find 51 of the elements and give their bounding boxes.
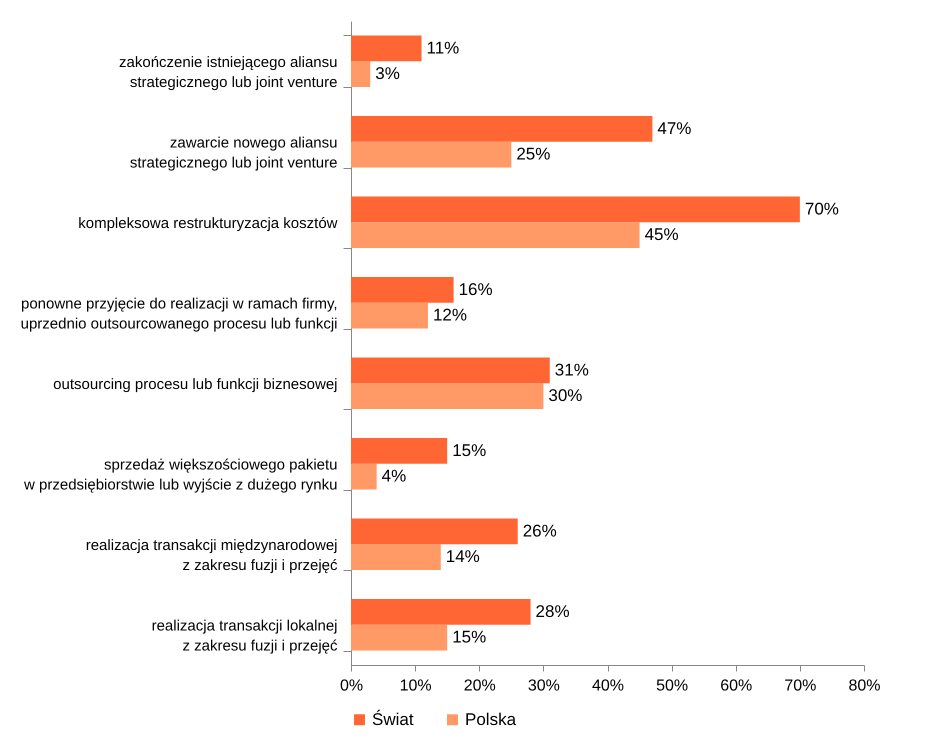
bar	[351, 142, 512, 168]
data-label: 16%	[458, 280, 493, 299]
x-tick-label: 50%	[656, 678, 688, 694]
bar	[351, 518, 518, 544]
x-tick-label: 80%	[848, 678, 881, 694]
y-tick-label: zawarcie nowego aliansu strategicznego lub joint venture	[130, 134, 338, 172]
y-tick-label: sprzedaż większościowego pakietu w przedsiębiorstwie lub wyjście z dużego rynku	[23, 456, 338, 494]
bar	[351, 383, 544, 410]
data-label: 26%	[522, 521, 557, 540]
data-label: 3%	[375, 64, 400, 84]
y-tick-label: kompleksowa restrukturyzacja kosztów	[78, 214, 338, 232]
data-label: 4%	[382, 466, 406, 486]
data-label: 45%	[644, 225, 679, 244]
y-tick-label: outsourcing procesu lub funkcji biznesowej	[53, 376, 338, 393]
data-label: 15%	[452, 628, 486, 647]
bar	[351, 302, 428, 329]
y-tick-label: zakończenie istniejącego aliansu strategicznego lub joint venture	[119, 54, 338, 91]
x-tick-label: 40%	[592, 678, 624, 694]
x-tick-label: 30%	[528, 678, 560, 694]
legend-label: Świat	[372, 708, 414, 729]
data-label: 14%	[446, 547, 480, 566]
bar	[351, 464, 377, 490]
x-tick-label: 0%	[340, 678, 364, 694]
data-label: 47%	[657, 118, 692, 138]
data-label: 11%	[426, 38, 460, 58]
bar	[351, 61, 370, 88]
bar	[351, 598, 531, 625]
bar	[351, 624, 448, 651]
y-tick-label: realizacja transakcji międzynarodowej z zakresu fuzji i przejęć	[86, 536, 338, 574]
x-tick-label: 20%	[464, 678, 496, 694]
y-tick-label: realizacja transakcji lokalnej z zakresu fuzji i przejęć	[152, 617, 338, 654]
x-tick-label: 70%	[784, 678, 816, 694]
data-label: 15%	[452, 440, 486, 460]
data-label: 30%	[548, 386, 582, 406]
bar	[351, 544, 441, 570]
bar	[351, 357, 550, 384]
data-label: 70%	[804, 199, 839, 218]
x-tick-label: 60%	[720, 678, 752, 694]
bar	[351, 196, 800, 222]
legend-label: Polska	[465, 710, 517, 729]
x-tick-label: 10%	[400, 678, 432, 694]
data-label: 28%	[536, 602, 570, 621]
bar	[351, 276, 454, 303]
bar	[351, 35, 422, 62]
bar	[351, 222, 640, 248]
data-label: 25%	[516, 144, 550, 164]
data-label: 31%	[554, 360, 589, 380]
bar	[351, 438, 448, 464]
bar	[351, 116, 652, 142]
y-tick-label: ponowne przyjęcie do realizacji w ramach firmy, uprzednio outsourcowanego procesu lub funkcji	[20, 295, 338, 332]
data-label: 12%	[432, 306, 467, 325]
